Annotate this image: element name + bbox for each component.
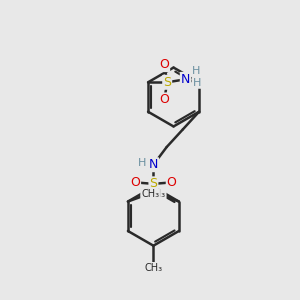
Text: H: H: [138, 158, 146, 168]
Text: CH₃: CH₃: [148, 189, 166, 199]
Text: N: N: [149, 158, 158, 171]
Text: S: S: [163, 76, 171, 89]
Text: O: O: [159, 93, 169, 106]
Text: O: O: [167, 176, 177, 189]
Text: CH₃: CH₃: [144, 263, 163, 273]
Text: H: H: [192, 66, 200, 76]
Text: O: O: [130, 176, 140, 189]
Text: O: O: [159, 58, 169, 71]
Text: N: N: [181, 73, 190, 86]
Text: CH₃: CH₃: [141, 189, 159, 199]
Text: S: S: [149, 177, 158, 190]
Text: H: H: [193, 78, 201, 88]
